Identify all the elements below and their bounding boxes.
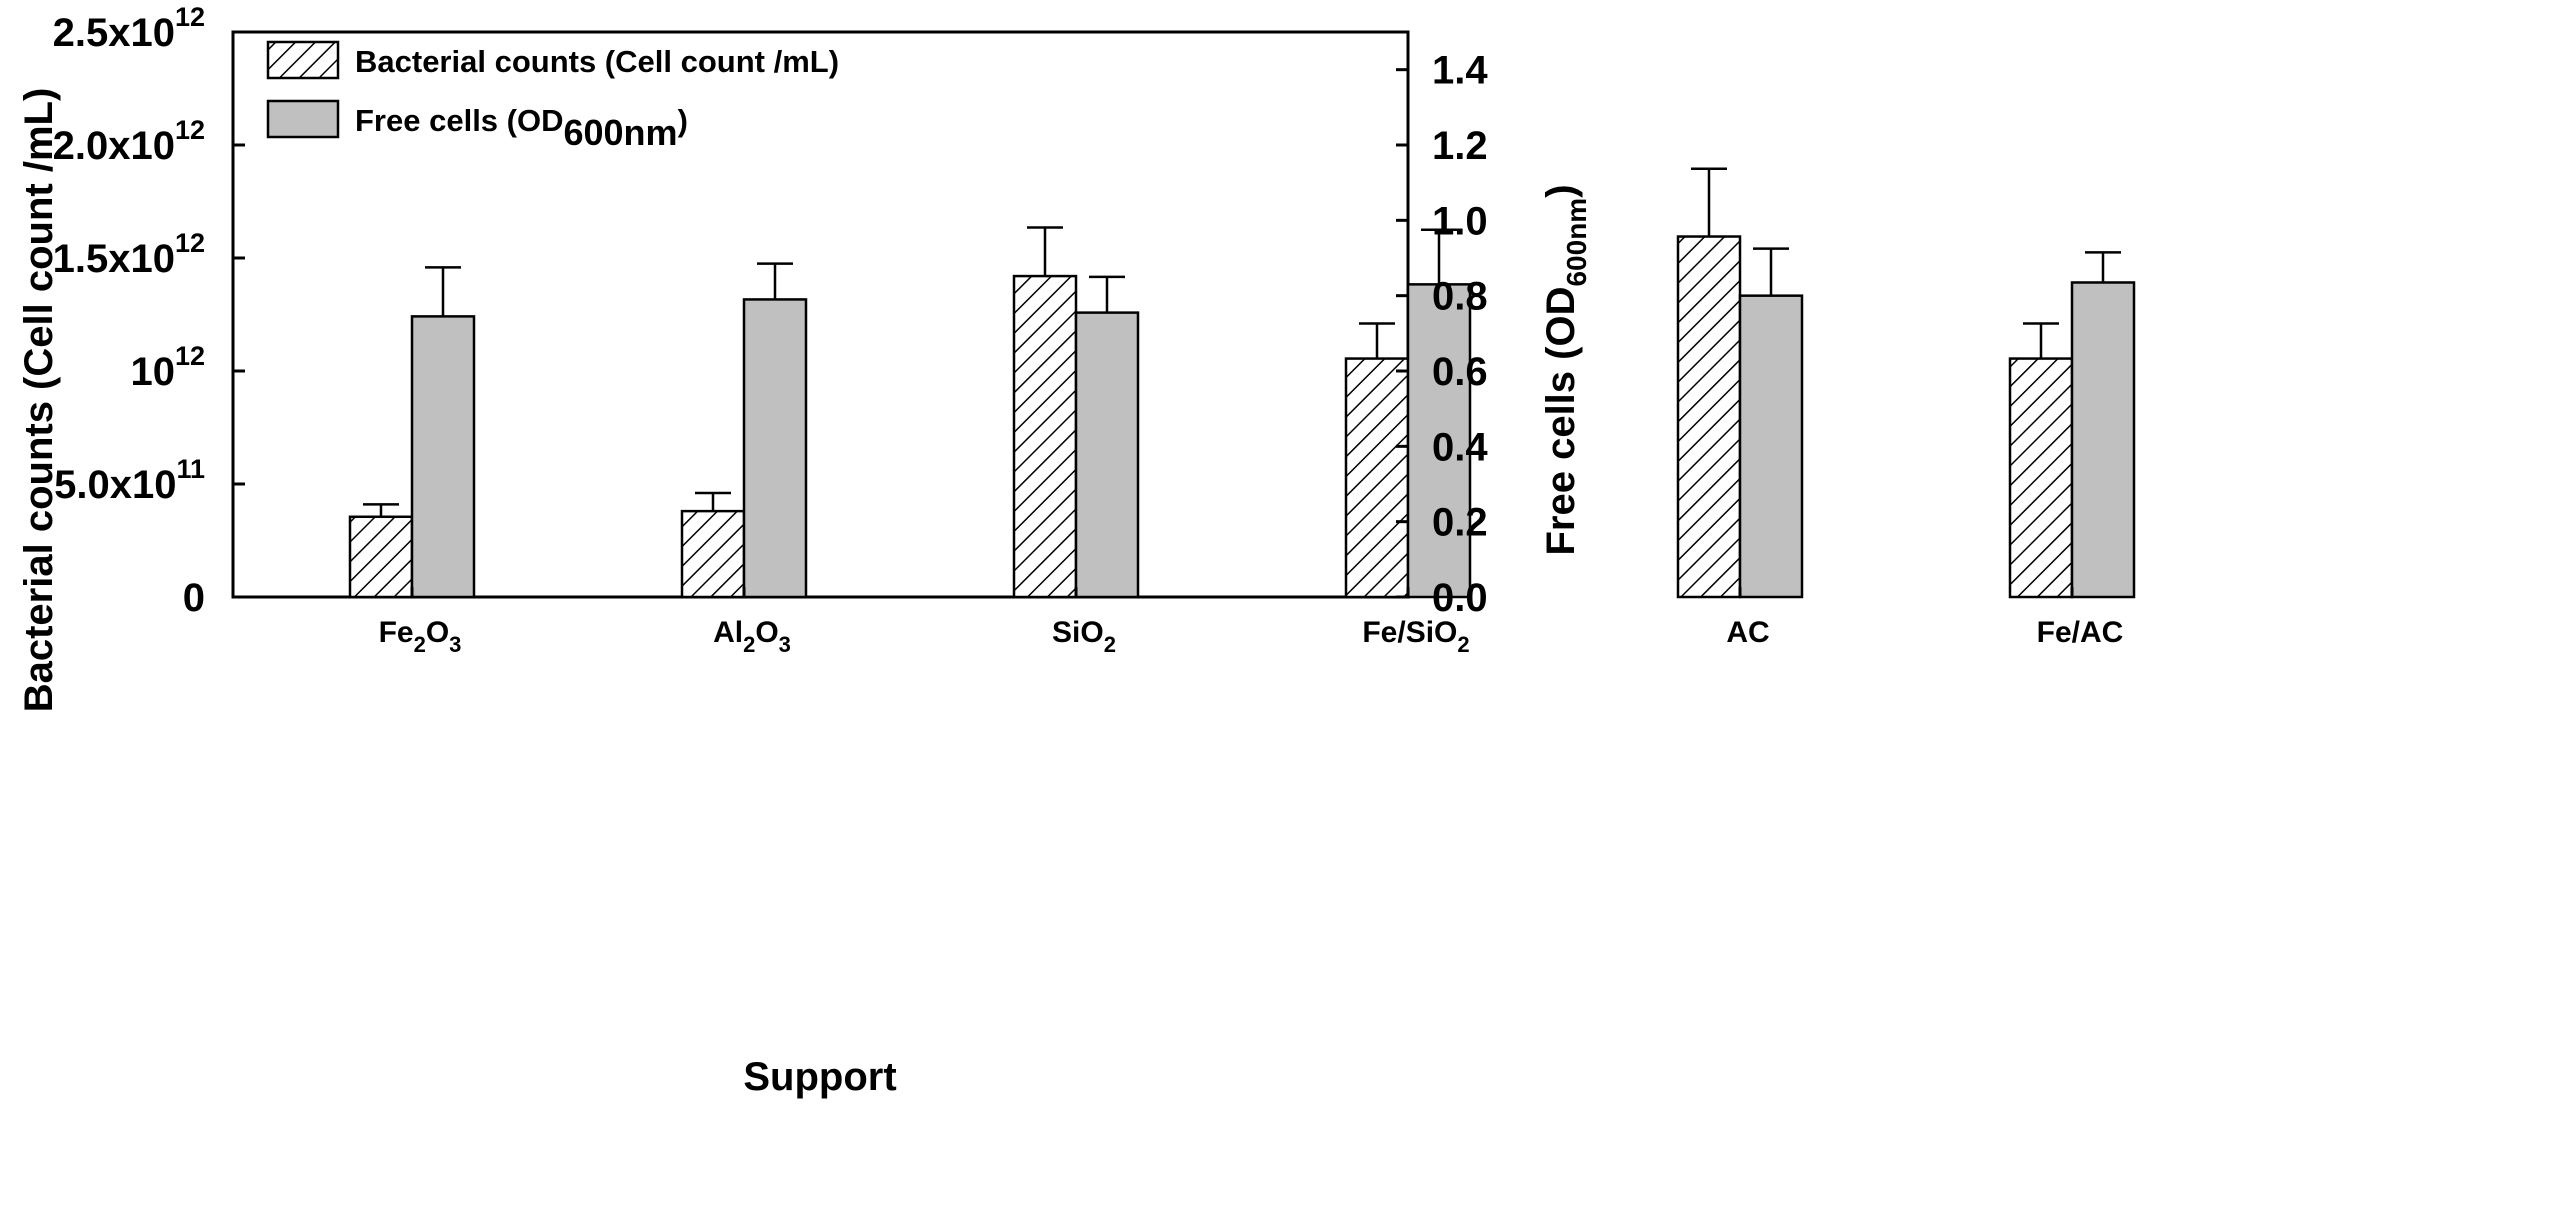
right-tick-label-4: 0.8	[1432, 275, 1488, 319]
legend: Bacterial counts (Cell count /mL) Free c…	[266, 40, 839, 153]
bar-bacterial-2	[1012, 274, 1078, 599]
left-tick-label-2: 1012	[130, 341, 205, 394]
left-tick-label-0: 0	[183, 576, 205, 620]
bar-free-cells-4	[1738, 294, 1804, 599]
right-tick-label-1: 0.2	[1432, 501, 1488, 545]
bar-free-cells-0	[410, 315, 476, 599]
bar-bacterial-5	[2008, 357, 2074, 599]
right-tick-label-7: 1.4	[1432, 49, 1488, 93]
x-tick-label-0: Fe2O3	[379, 616, 462, 657]
legend-label-bacterial-counts: Bacterial counts (Cell count /mL)	[355, 44, 839, 79]
bar-free-cells-3	[1406, 283, 1472, 599]
right-tick-label-6: 1.2	[1432, 124, 1488, 168]
right-axis-title: Free cells (OD600nm)	[1539, 184, 1592, 555]
left-tick-label-3: 1.5x1012	[53, 228, 205, 281]
left-tick-label-4: 2.0x1012	[53, 115, 205, 168]
bar-free-cells-1	[742, 298, 808, 599]
left-tick-label-5: 2.5x1012	[53, 2, 205, 55]
bar-bacterial-3	[1344, 357, 1410, 599]
bar-bacterial-4	[1676, 235, 1742, 599]
x-axis: Fe2O3 Al2O3 SiO2 Fe/SiO2 AC Fe/AC	[379, 587, 2124, 657]
legend-label-free-cells: Free cells (OD600nm)	[355, 103, 688, 153]
bars-group	[348, 167, 2136, 599]
right-tick-label-0: 0.0	[1432, 576, 1488, 620]
x-tick-label-5: Fe/AC	[2037, 616, 2124, 649]
bar-free-cells-5	[2070, 281, 2136, 599]
left-axis-title: Bacterial counts (Cell count /mL)	[17, 88, 61, 713]
x-tick-label-2: SiO2	[1052, 616, 1116, 657]
bar-bacterial-0	[348, 515, 414, 599]
legend-swatch-hatched	[266, 40, 340, 80]
right-tick-label-3: 0.6	[1432, 350, 1488, 394]
right-tick-label-5: 1.0	[1432, 199, 1488, 243]
bar-bacterial-1	[680, 509, 746, 599]
left-tick-label-1: 5.0x1011	[54, 454, 205, 507]
x-tick-label-3: Fe/SiO2	[1362, 616, 1469, 657]
right-axis: 0.0 0.2 0.4 0.6 0.8 1.0 1.2 1.4	[1396, 49, 1488, 620]
bar-free-cells-2	[1074, 311, 1140, 599]
x-axis-title: Support	[743, 1055, 896, 1099]
legend-swatch-solid	[266, 99, 340, 139]
right-tick-label-2: 0.4	[1432, 425, 1488, 469]
left-axis: 0 5.0x1011 1012 1.5x1012 2.0x1012 2.5x1012	[53, 2, 245, 620]
x-tick-label-4: AC	[1726, 616, 1769, 649]
x-tick-label-1: Al2O3	[713, 616, 791, 657]
